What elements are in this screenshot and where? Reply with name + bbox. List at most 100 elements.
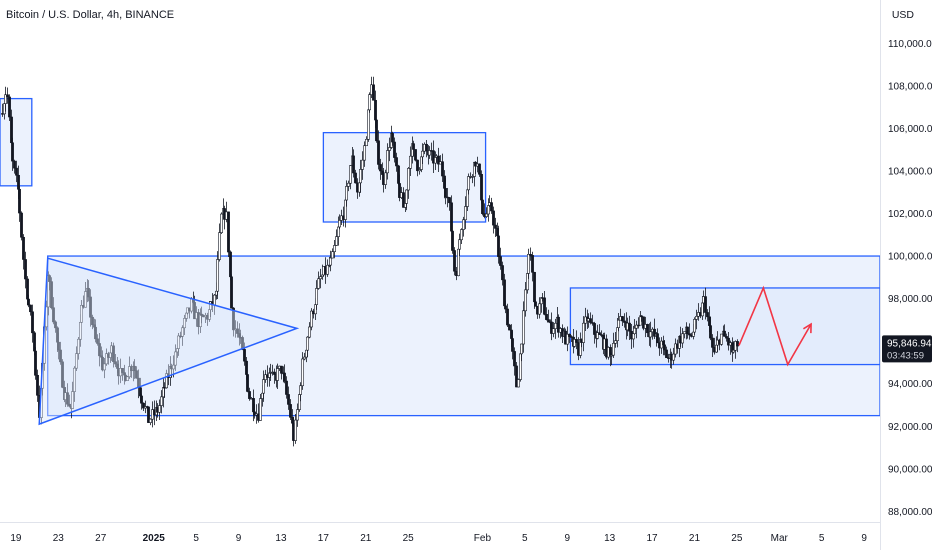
price-tag-background <box>882 335 932 363</box>
candle-259 <box>458 233 461 256</box>
range-box-3[interactable] <box>569 287 881 366</box>
candle-10 <box>18 185 21 222</box>
candle-337 <box>596 324 599 340</box>
candle-162 <box>287 386 290 410</box>
candle-178 <box>315 280 318 310</box>
candle-50 <box>89 289 92 327</box>
candle-210 <box>372 76 375 101</box>
candle-203 <box>359 159 362 193</box>
y-tick-label: 94,000.00 <box>888 379 932 390</box>
symbol-title[interactable]: Bitcoin / U.S. Dollar, 4h, BINANCE <box>6 9 175 21</box>
candle-206 <box>365 136 368 147</box>
y-tick-label: 98,000.00 <box>888 294 932 305</box>
triangle-pattern[interactable] <box>38 257 300 426</box>
candle-139 <box>246 373 249 393</box>
candle-223 <box>395 152 398 172</box>
candle-130 <box>230 274 233 309</box>
range-box-1[interactable] <box>322 131 487 223</box>
candle-136 <box>241 335 244 351</box>
candle-270 <box>478 163 481 177</box>
x-tick-label: 13 <box>275 533 287 544</box>
candle-204 <box>361 151 364 180</box>
candle-299 <box>529 247 532 261</box>
candle-214 <box>379 158 382 180</box>
projection-path[interactable] <box>738 285 812 367</box>
candle-217 <box>384 169 387 189</box>
y-tick-label: 106,000.00 <box>888 124 932 135</box>
candle-42 <box>75 346 78 372</box>
candle-311 <box>550 312 553 341</box>
candle-278 <box>492 206 495 234</box>
candle-137 <box>243 342 246 366</box>
candle-247 <box>437 147 440 173</box>
candle-79 <box>140 393 143 410</box>
candle-59 <box>105 348 108 366</box>
candle-236 <box>418 167 421 175</box>
candle-208 <box>368 92 371 113</box>
candle-171 <box>303 352 306 361</box>
candle-274 <box>485 207 488 218</box>
candle-291 <box>515 361 518 388</box>
candle-414 <box>732 341 735 354</box>
candle-359 <box>635 320 638 339</box>
candle-27 <box>48 274 51 291</box>
candle-292 <box>517 378 520 388</box>
candle-19 <box>34 347 37 380</box>
x-tick-label: 5 <box>522 533 528 544</box>
candle-174 <box>308 322 311 339</box>
candle-285 <box>504 300 507 314</box>
candle-58 <box>103 357 106 379</box>
candle-89 <box>158 399 161 420</box>
candle-262 <box>464 196 467 230</box>
candle-207 <box>367 108 370 142</box>
candle-225 <box>398 174 401 202</box>
overlays <box>38 257 812 426</box>
candle-375 <box>663 339 666 356</box>
candle-409 <box>723 324 726 337</box>
candle-128 <box>227 211 230 258</box>
time-axis[interactable]: 19 23 27 2025 5 9 13 17 21 25 Feb 5 9 13 17 21 25 Mar 5 9 <box>10 533 867 544</box>
candle-103 <box>183 314 186 336</box>
candle-249 <box>441 153 444 182</box>
candle-307 <box>543 291 546 316</box>
candle-333 <box>589 312 592 325</box>
candle-222 <box>393 137 396 163</box>
candle-160 <box>283 364 286 384</box>
candle-131 <box>232 307 235 337</box>
candle-100 <box>177 333 180 356</box>
candle-227 <box>402 187 405 208</box>
x-tick-label: 13 <box>604 533 616 544</box>
candle-212 <box>375 119 378 143</box>
candle-289 <box>511 331 514 360</box>
candle-401 <box>709 317 712 341</box>
candle-312 <box>552 322 555 338</box>
candle-76 <box>135 366 138 379</box>
candle-68 <box>121 367 124 381</box>
candle-266 <box>471 174 474 184</box>
price-axis[interactable]: 110,000.00 108,000.00 106,000.00 104,000.00… <box>888 39 932 518</box>
candle-251 <box>444 178 447 205</box>
candle-320 <box>566 326 569 352</box>
candle-102 <box>181 325 184 346</box>
x-tick-label: 17 <box>646 533 658 544</box>
candle-205 <box>363 141 366 167</box>
candle-6 <box>11 137 14 171</box>
candle-290 <box>513 347 516 376</box>
x-tick-label: 21 <box>689 533 701 544</box>
candle-30 <box>54 320 57 333</box>
candle-347 <box>614 331 617 348</box>
x-tick-label: 25 <box>403 533 415 544</box>
candle-146 <box>259 394 262 421</box>
candle-200 <box>354 169 357 184</box>
candle-20 <box>36 369 39 402</box>
candle-51 <box>91 314 94 330</box>
x-tick-label: 9 <box>236 533 242 544</box>
candle-221 <box>391 131 394 146</box>
candle-235 <box>416 159 419 177</box>
projection-arrowhead <box>802 322 812 334</box>
candle-180 <box>319 268 322 289</box>
candle-296 <box>524 282 527 317</box>
candle-184 <box>326 259 329 277</box>
currency-label[interactable]: USD <box>891 9 914 21</box>
